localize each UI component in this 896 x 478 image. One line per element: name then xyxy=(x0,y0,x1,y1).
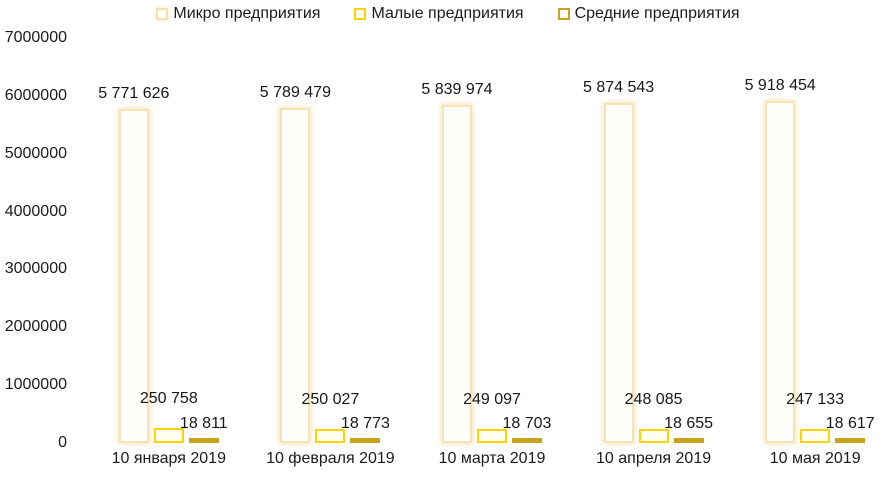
bar-wrap: 249 097 xyxy=(463,38,521,443)
bar-small-enterprises xyxy=(638,429,669,443)
bar-group: 5 839 974 249 097 18 703 xyxy=(411,38,573,443)
legend-item-medium: Средние предприятия xyxy=(557,4,740,24)
data-label: 18 617 xyxy=(825,415,875,432)
x-axis-label: 10 мая 2019 xyxy=(769,450,861,467)
y-axis-tick: 0 xyxy=(58,434,67,451)
bar-wrap: 18 655 xyxy=(664,38,713,443)
bar-small-enterprises xyxy=(315,429,346,443)
data-label: 18 655 xyxy=(664,415,714,432)
bar-group: 5 789 479 250 027 18 773 xyxy=(250,38,412,443)
bar-wrap: 18 703 xyxy=(503,38,551,443)
chart-legend: Микро предприятия Малые предприятия Сред… xyxy=(0,0,896,24)
y-axis-tick: 7000000 xyxy=(4,29,67,46)
x-axis: 10 января 2019 10 февраля 2019 10 марта 20… xyxy=(88,443,896,468)
bar-micro-enterprises xyxy=(441,105,472,443)
bar-medium-enterprises xyxy=(835,438,866,443)
bar-group: 5 771 626 250 758 18 811 xyxy=(88,38,250,443)
bar-wrap: 5 874 543 xyxy=(583,38,654,443)
x-axis-label: 10 марта 2019 xyxy=(438,450,546,467)
bar-micro-enterprises xyxy=(603,103,634,443)
legend-item-small: Малые предприятия xyxy=(354,4,524,24)
data-label: 5 918 454 xyxy=(744,77,816,94)
bar-group: 5 918 454 247 133 18 617 xyxy=(734,38,896,443)
bar-medium-enterprises xyxy=(350,438,381,443)
x-axis-label: 10 февраля 2019 xyxy=(266,450,395,467)
y-axis-tick: 4000000 xyxy=(4,202,67,220)
x-axis-label: 10 января 2019 xyxy=(111,450,226,467)
data-label: 18 703 xyxy=(502,415,552,432)
bar-wrap: 18 811 xyxy=(180,38,228,443)
data-label: 18 773 xyxy=(340,415,390,432)
bar-micro-enterprises xyxy=(280,108,311,443)
bar-wrap: 248 085 xyxy=(625,38,683,443)
bar-wrap: 5 839 974 xyxy=(421,38,493,443)
data-label: 5 874 543 xyxy=(582,79,655,96)
legend-item-micro: Микро предприятия xyxy=(156,4,320,24)
legend-label-micro: Микро предприятия xyxy=(173,4,321,22)
data-label: 5 771 626 xyxy=(98,85,170,102)
legend-marker-medium-icon xyxy=(557,7,570,20)
legend-marker-small-icon xyxy=(354,7,367,20)
data-label: 247 133 xyxy=(786,391,845,408)
bar-small-enterprises xyxy=(476,429,507,443)
data-label: 250 758 xyxy=(139,390,198,407)
x-axis-label: 10 апреля 2019 xyxy=(596,450,712,467)
data-label: 5 839 974 xyxy=(421,81,493,98)
bar-small-enterprises xyxy=(800,429,831,443)
y-axis-tick: 6000000 xyxy=(4,86,67,104)
data-label: 250 027 xyxy=(301,391,360,408)
bar-wrap: 18 617 xyxy=(826,38,875,443)
bar-medium-enterprises xyxy=(673,438,704,443)
bar-medium-enterprises xyxy=(511,438,542,443)
bar-wrap: 250 027 xyxy=(301,38,359,443)
bar-wrap: 18 773 xyxy=(341,38,390,443)
bar-wrap: 5 771 626 xyxy=(98,38,169,443)
y-axis-tick: 1000000 xyxy=(4,376,67,394)
y-axis-tick: 5000000 xyxy=(4,144,67,162)
bar-group: 5 874 543 248 085 18 655 xyxy=(573,38,735,443)
chart-body: 7000000 6000000 5000000 4000000 3000000 20000… xyxy=(0,29,896,451)
legend-label-small: Малые предприятия xyxy=(371,4,524,22)
plot-area: 5 771 626 250 758 18 811 5 789 479 250 027 18… xyxy=(88,38,896,443)
legend-marker-micro-icon xyxy=(156,7,169,20)
data-label: 5 789 479 xyxy=(259,84,331,101)
bar-micro-enterprises xyxy=(765,101,796,443)
y-axis-tick: 3000000 xyxy=(4,260,67,278)
bar-wrap: 5 789 479 xyxy=(260,38,331,443)
data-label: 249 097 xyxy=(463,391,521,408)
bar-wrap: 247 133 xyxy=(786,38,844,443)
bar-micro-enterprises xyxy=(118,109,149,443)
bar-medium-enterprises xyxy=(188,438,219,443)
bar-small-enterprises xyxy=(153,428,184,443)
data-label: 248 085 xyxy=(624,391,683,408)
bar-wrap: 5 918 454 xyxy=(745,38,816,443)
bar-wrap: 250 758 xyxy=(140,38,198,443)
y-axis: 7000000 6000000 5000000 4000000 3000000 20000… xyxy=(0,29,72,451)
y-axis-tick: 2000000 xyxy=(4,318,67,336)
data-label: 18 811 xyxy=(179,415,228,432)
legend-label-medium: Средние предприятия xyxy=(574,4,740,22)
